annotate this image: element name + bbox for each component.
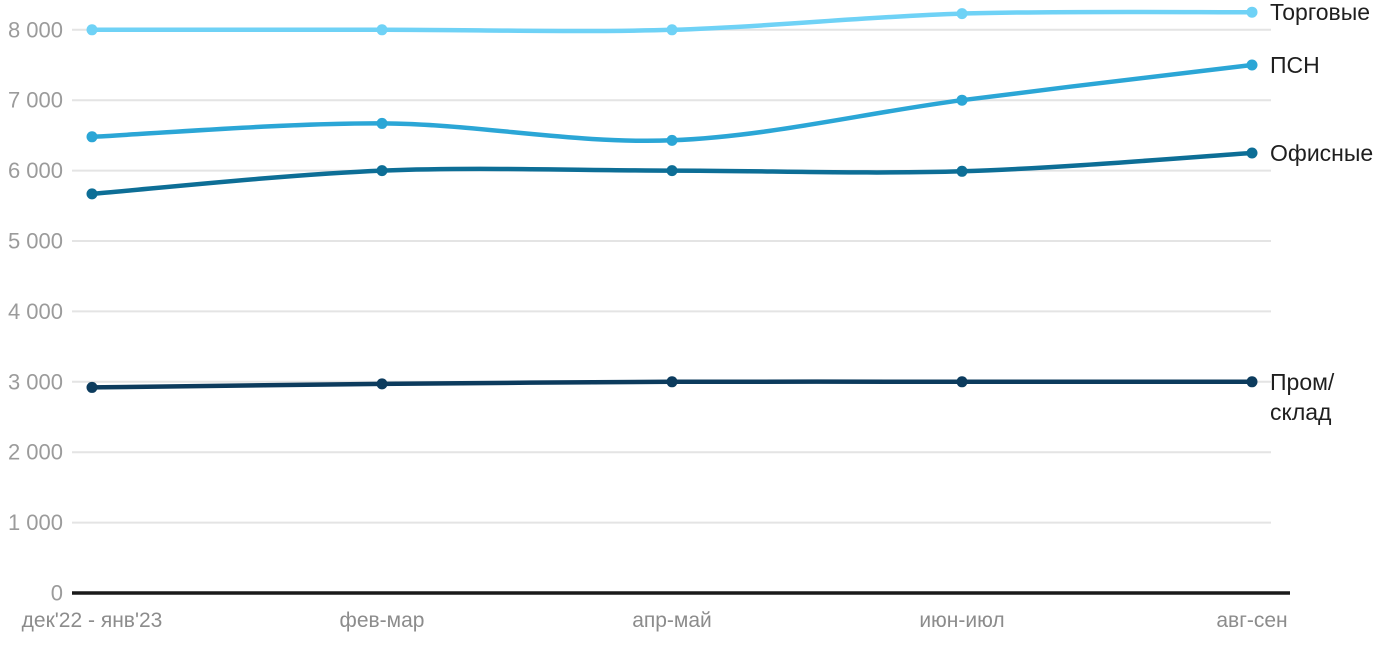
x-tick-label-4: авг-сен [1216, 609, 1287, 632]
x-tick-label-0: дек'22 - янв'23 [22, 609, 163, 632]
series-label-0: Торговые [1270, 0, 1370, 25]
series-1-point-0 [86, 131, 98, 143]
series-2-point-4 [1246, 147, 1258, 159]
series-1-point-3 [956, 94, 968, 106]
series-2-point-3 [956, 165, 968, 177]
y-tick-label-6000: 6 000 [8, 158, 63, 183]
series-line-1 [89, 62, 1255, 144]
x-tick-label-3: июн-июл [919, 609, 1004, 632]
series-1-point-4 [1246, 59, 1258, 71]
series-2-point-2 [666, 165, 678, 177]
series-3-point-4 [1246, 376, 1258, 388]
series-1-point-2 [666, 134, 678, 146]
series-0-point-1 [376, 24, 388, 36]
series-2-point-1 [376, 165, 388, 177]
series-3-point-2 [666, 376, 678, 388]
series-0-point-4 [1246, 6, 1258, 18]
x-tick-label-1: фев-мар [340, 609, 425, 632]
series-label-3: Пром/склад [1270, 369, 1335, 425]
series-label-2: Офисные [1270, 140, 1373, 166]
series-3-point-3 [956, 376, 968, 388]
y-tick-label-4000: 4 000 [8, 299, 63, 324]
series-3-point-0 [86, 381, 98, 393]
series-0-point-3 [956, 8, 968, 20]
y-tick-label-5000: 5 000 [8, 229, 63, 254]
series-0-point-2 [666, 24, 678, 36]
series-3-point-1 [376, 378, 388, 390]
y-tick-label-8000: 8 000 [8, 17, 63, 42]
x-tick-label-2: апр-май [632, 609, 712, 632]
y-tick-label-0: 0 [51, 581, 63, 606]
y-tick-label-7000: 7 000 [8, 88, 63, 113]
series-0-point-0 [86, 24, 98, 36]
y-tick-label-1000: 1 000 [8, 510, 63, 535]
y-tick-label-2000: 2 000 [8, 440, 63, 465]
y-tick-label-3000: 3 000 [8, 369, 63, 394]
series-label-1: ПСН [1270, 52, 1320, 78]
series-1-point-1 [376, 117, 388, 129]
series-2-point-0 [86, 188, 98, 200]
